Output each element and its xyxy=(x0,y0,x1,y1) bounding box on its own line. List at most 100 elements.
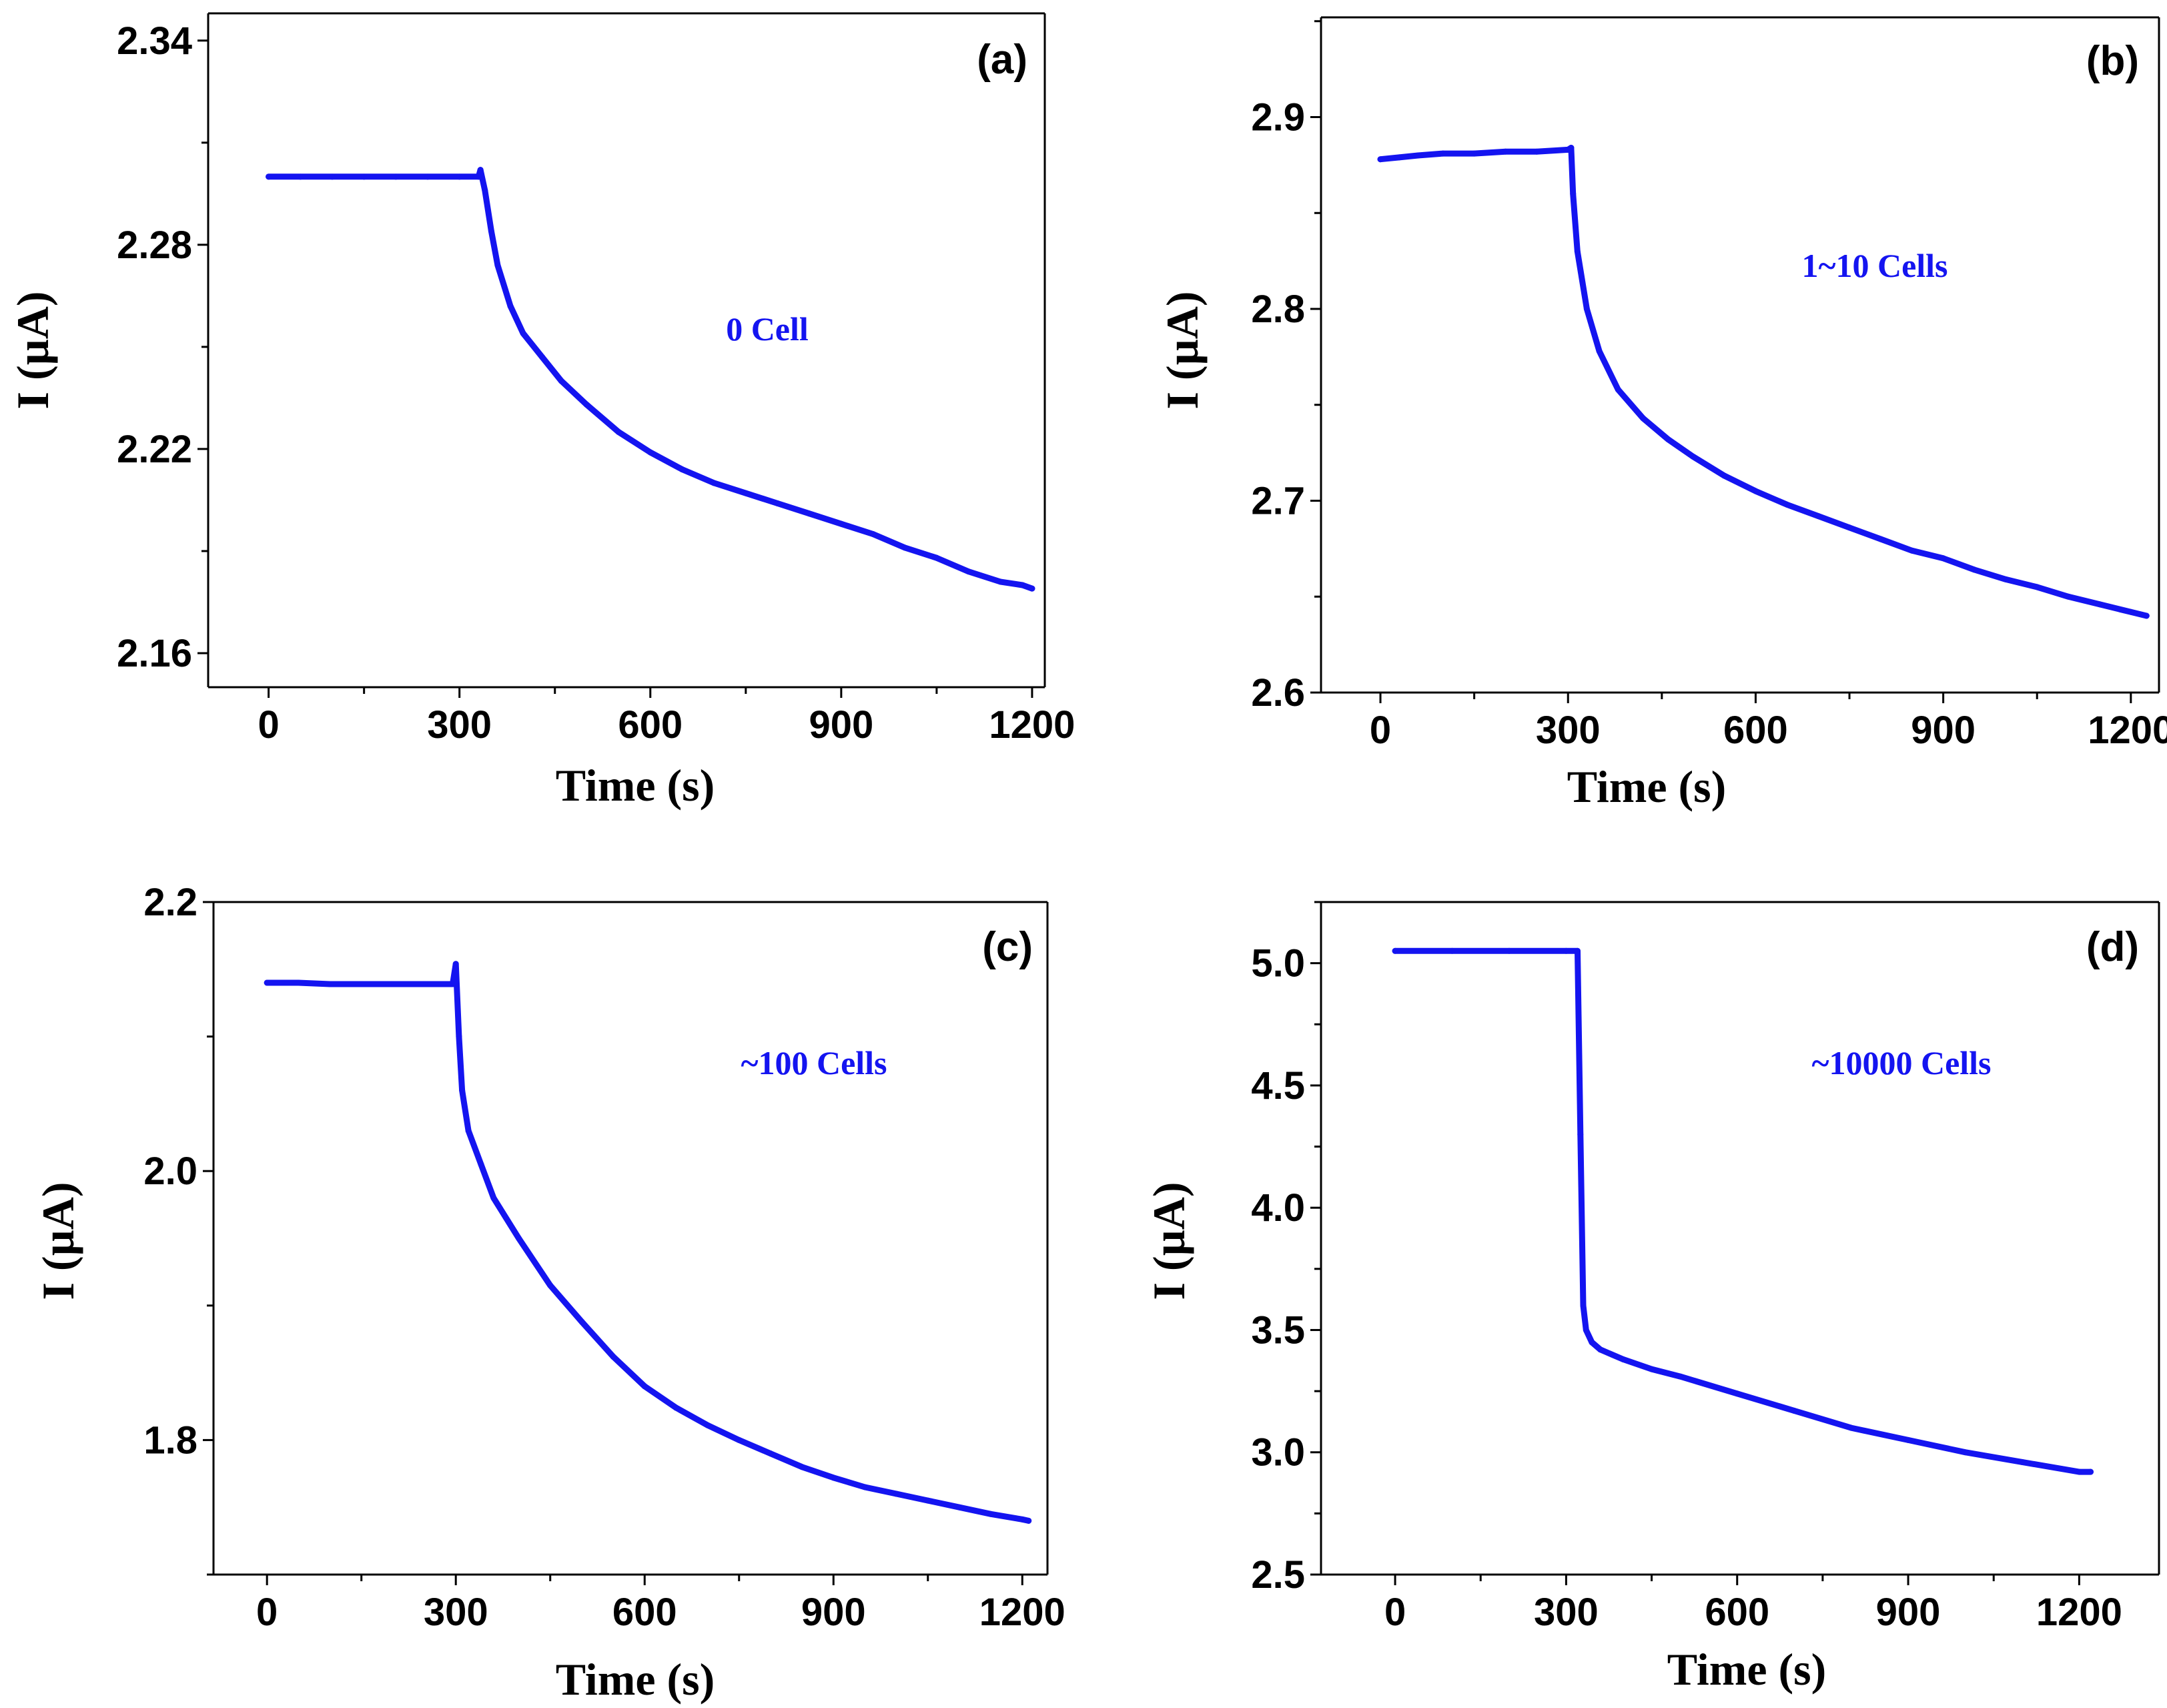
data-point xyxy=(424,173,431,180)
data-point xyxy=(1019,582,1026,588)
data-point xyxy=(295,979,302,986)
series-annotation: ~10000 Cells xyxy=(1811,1044,1991,1082)
data-point xyxy=(1848,1424,1855,1431)
panel-label: (b) xyxy=(2086,38,2139,84)
chart-panel-c: 0 300 600 900 1200 1.8 2.0 2.2 (c) ~100 Cells Time… xyxy=(33,881,1065,1705)
data-point xyxy=(679,466,685,473)
data-point xyxy=(2076,1468,2082,1475)
data-point xyxy=(1570,191,1577,197)
data-point xyxy=(1665,436,1671,442)
panel-label: (a) xyxy=(977,37,1027,83)
data-point xyxy=(488,228,494,234)
x-tick-label: 600 xyxy=(1705,1591,1769,1634)
data-point xyxy=(1783,501,1790,508)
data-point xyxy=(1846,524,1853,531)
data-point xyxy=(1905,1436,1911,1443)
y-tick-label: 2.8 xyxy=(1251,288,1305,331)
data-point xyxy=(1971,566,1978,573)
data-point xyxy=(2096,601,2103,608)
y-axis-title: I (µA) xyxy=(33,1182,83,1300)
data-point xyxy=(452,961,459,967)
data-point xyxy=(1962,1449,1968,1456)
data-point xyxy=(516,1235,522,1242)
x-tick-label: 900 xyxy=(809,703,873,747)
y-tick-label: 3.0 xyxy=(1251,1431,1305,1474)
data-point xyxy=(893,1490,900,1497)
panel-label: (c) xyxy=(982,924,1033,970)
y-axis-title: I (µA) xyxy=(7,291,58,409)
x-tick-label: 900 xyxy=(801,1591,866,1634)
data-point xyxy=(1721,472,1728,479)
data-point xyxy=(1563,947,1569,954)
data-point xyxy=(1597,1346,1604,1353)
x-tick-label: 0 xyxy=(258,703,279,747)
series-annotation: 1~10 Cells xyxy=(1801,247,1947,284)
data-point xyxy=(583,402,590,408)
data-point xyxy=(264,979,270,986)
y-axis-title: I (µA) xyxy=(1144,1182,1194,1300)
data-point xyxy=(482,187,488,193)
y-tick-label: 2.9 xyxy=(1251,96,1305,139)
data-point xyxy=(1649,1366,1655,1372)
data-point xyxy=(1615,386,1621,393)
data-point xyxy=(838,520,845,527)
data-point xyxy=(1596,348,1603,354)
x-tick-label: 300 xyxy=(427,703,492,747)
chart-panel-b: 0 300 600 900 1200 2.6 2.7 2.8 2.9 (b) 1~10 Cells T… xyxy=(1157,16,2167,812)
y-tick-label: 2.34 xyxy=(117,19,192,63)
data-point xyxy=(1577,1131,1584,1138)
data-point xyxy=(705,1422,711,1428)
y-tick-label: 2.6 xyxy=(1251,671,1305,715)
data-point xyxy=(1940,555,1947,562)
data-point xyxy=(806,510,813,517)
data-point xyxy=(478,1161,484,1168)
y-tick-label: 5.0 xyxy=(1251,942,1305,985)
data-point xyxy=(1580,1302,1587,1309)
data-point xyxy=(830,1474,837,1481)
chart-panel-d: 0 300 600 900 1200 2.5 3.0 3.5 4.0 4.5 5.0 (d) ~1000… xyxy=(1144,901,2160,1695)
x-axis-title: Time (s) xyxy=(556,1654,715,1705)
x-tick-label: 1200 xyxy=(2036,1591,2122,1634)
data-point xyxy=(266,173,272,180)
x-axis-title: Time (s) xyxy=(1567,761,1727,812)
data-point xyxy=(2034,584,2040,590)
data-point xyxy=(1414,152,1421,159)
y-tick-label: 2.5 xyxy=(1251,1553,1305,1597)
data-point xyxy=(449,981,456,987)
series-annotation: 0 Cell xyxy=(726,310,809,348)
x-axis-title: Time (s) xyxy=(1667,1644,1827,1695)
x-tick-label: 1200 xyxy=(2088,709,2167,752)
data-point xyxy=(2143,612,2150,619)
data-point xyxy=(1574,947,1581,954)
data-point xyxy=(1568,145,1575,151)
x-axis-title: Time (s) xyxy=(556,760,715,811)
data-point xyxy=(767,1450,774,1457)
x-tick-label: 300 xyxy=(1536,709,1601,752)
y-tick-label: 4.0 xyxy=(1251,1186,1305,1230)
data-point xyxy=(997,578,1003,585)
data-point xyxy=(459,1087,466,1094)
data-point xyxy=(329,173,336,180)
data-point xyxy=(547,1282,554,1289)
x-tick-label: 300 xyxy=(424,1591,488,1634)
data-point xyxy=(1583,306,1590,312)
x-tick-label: 0 xyxy=(1384,1591,1406,1634)
data-point xyxy=(743,490,749,496)
data-point xyxy=(925,1497,931,1504)
data-point xyxy=(1734,1390,1741,1397)
data-point xyxy=(1752,488,1759,494)
data-point xyxy=(578,1318,585,1325)
data-point xyxy=(901,544,908,551)
data-point xyxy=(2019,1458,2026,1465)
data-point xyxy=(933,554,940,561)
data-point xyxy=(1533,148,1540,155)
data-point xyxy=(711,480,717,486)
data-point xyxy=(615,428,622,435)
x-tick-label: 900 xyxy=(1911,709,1976,752)
x-tick-label: 0 xyxy=(256,1591,278,1634)
series-line xyxy=(264,961,1032,1524)
data-point xyxy=(1791,1407,1797,1414)
data-point xyxy=(421,981,428,987)
data-point xyxy=(1677,1373,1683,1380)
data-point xyxy=(390,981,396,987)
